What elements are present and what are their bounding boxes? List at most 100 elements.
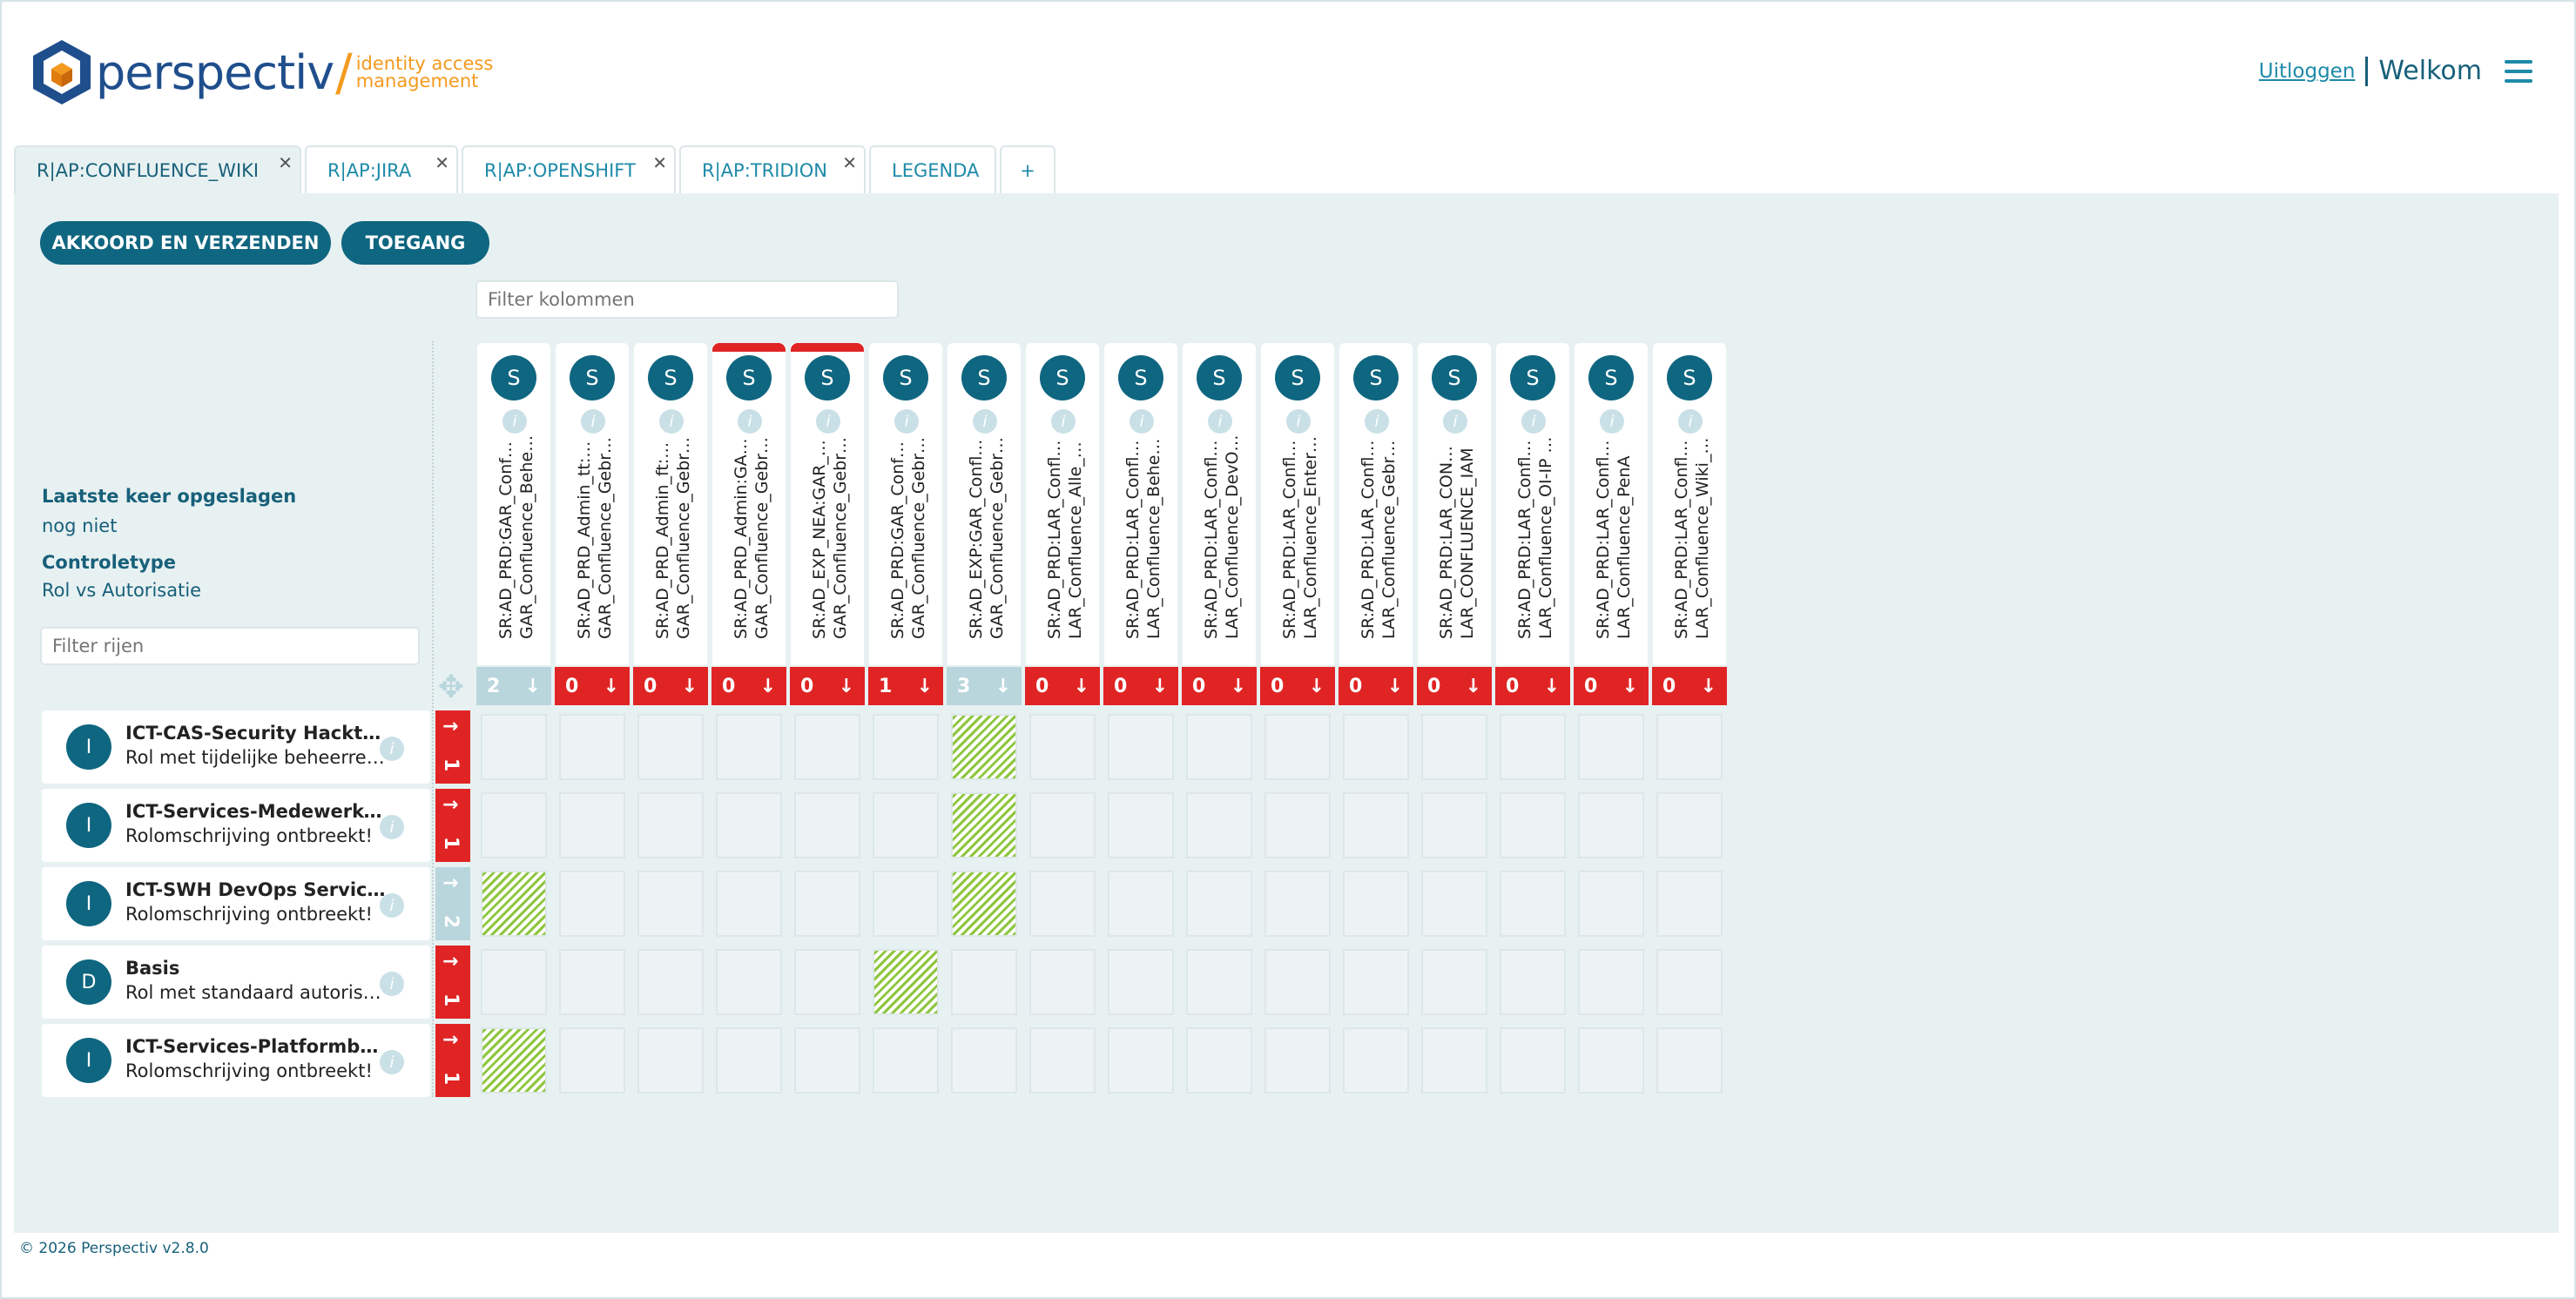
matrix-cell[interactable]	[1656, 1027, 1723, 1094]
column-count[interactable]: 0 ↓	[633, 667, 708, 705]
submit-button[interactable]: AKKOORD EN VERZENDEN	[40, 221, 331, 265]
close-icon[interactable]: ✕	[435, 152, 449, 173]
matrix-cell[interactable]	[1264, 949, 1331, 1015]
matrix-cell[interactable]	[637, 1027, 704, 1094]
column-title[interactable]: SR:AD_PRD:LAR_Confl… LAR_Confluence_OI-IP…	[1496, 436, 1569, 658]
tab-legenda[interactable]: LEGENDA	[869, 145, 996, 194]
matrix-cell[interactable]	[1578, 1027, 1644, 1094]
matrix-cell-assigned[interactable]	[481, 871, 547, 937]
matrix-cell[interactable]	[1264, 714, 1331, 780]
info-icon[interactable]: i	[816, 409, 840, 434]
matrix-cell[interactable]	[1500, 949, 1566, 1015]
column-title[interactable]: SR:AD_PRD:GAR_Conf… GAR_Confluence_Behe…	[477, 435, 550, 658]
matrix-cell[interactable]	[1186, 1027, 1252, 1094]
role-row[interactable]: I ICT-Services-Platformbeh… Rolomschrijvin…	[42, 1024, 430, 1097]
info-icon[interactable]: i	[1600, 409, 1624, 434]
info-icon[interactable]: i	[1365, 409, 1389, 434]
close-icon[interactable]: ✕	[842, 152, 857, 173]
matrix-cell[interactable]	[794, 949, 860, 1015]
info-icon[interactable]: i	[1208, 409, 1232, 434]
matrix-cell[interactable]	[1578, 792, 1644, 858]
info-icon[interactable]: i	[659, 409, 684, 434]
matrix-cell[interactable]	[1186, 714, 1252, 780]
row-count[interactable]: → 1	[435, 1024, 470, 1097]
column-count[interactable]: 0 ↓	[555, 667, 630, 705]
matrix-cell[interactable]	[1029, 1027, 1096, 1094]
column-count[interactable]: 1 ↓	[868, 667, 943, 705]
matrix-cell[interactable]	[1500, 792, 1566, 858]
tab-openshift[interactable]: R|AP:OPENSHIFT ✕	[462, 145, 676, 194]
matrix-cell[interactable]	[1029, 871, 1096, 937]
matrix-cell[interactable]	[1656, 792, 1723, 858]
matrix-cell[interactable]	[1421, 1027, 1487, 1094]
matrix-cell[interactable]	[637, 871, 704, 937]
column-count[interactable]: 0 ↓	[1339, 667, 1413, 705]
matrix-cell[interactable]	[1421, 871, 1487, 937]
matrix-cell-assigned[interactable]	[873, 949, 939, 1015]
matrix-cell[interactable]	[1108, 1027, 1174, 1094]
info-icon[interactable]: i	[738, 409, 762, 434]
column-title[interactable]: SR:AD_PRD:LAR_Confl… LAR_Confluence_Wiki_…	[1653, 438, 1726, 658]
matrix-cell[interactable]	[559, 792, 625, 858]
matrix-cell[interactable]	[1108, 792, 1174, 858]
column-count[interactable]: 3 ↓	[947, 667, 1022, 705]
matrix-cell[interactable]	[1029, 949, 1096, 1015]
matrix-cell[interactable]	[1029, 714, 1096, 780]
matrix-cell[interactable]	[1186, 949, 1252, 1015]
matrix-cell[interactable]	[1421, 792, 1487, 858]
matrix-cell[interactable]	[716, 871, 782, 937]
column-count[interactable]: 0 ↓	[1495, 667, 1570, 705]
column-title[interactable]: SR:AD_EXP:GAR_Confl… GAR_Confluence_Gebr…	[947, 437, 1021, 658]
matrix-cell[interactable]	[1500, 871, 1566, 937]
matrix-cell[interactable]	[1656, 949, 1723, 1015]
column-title[interactable]: SR:AD_PRD:LAR_Confl… LAR_Confluence_Enter…	[1261, 436, 1334, 658]
close-icon[interactable]: ✕	[652, 152, 667, 173]
matrix-cell[interactable]	[716, 1027, 782, 1094]
column-title[interactable]: SR:AD_EXP_NEA:GAR_… GAR_Confluence_Gebr…	[791, 437, 864, 658]
column-count[interactable]: 0 ↓	[1417, 667, 1492, 705]
matrix-cell[interactable]	[873, 871, 939, 937]
matrix-cell[interactable]	[716, 714, 782, 780]
tab-jira[interactable]: R|AP:JIRA ✕	[305, 145, 458, 194]
info-icon[interactable]: i	[1051, 409, 1076, 434]
column-title[interactable]: SR:AD_PRD_Admin:GA… GAR_Confluence_Gebr…	[712, 437, 786, 658]
matrix-cell[interactable]	[1264, 871, 1331, 937]
column-title[interactable]: SR:AD_PRD:LAR_Confl… LAR_Confluence_DevO…	[1183, 434, 1256, 658]
matrix-cell[interactable]	[951, 949, 1017, 1015]
row-count[interactable]: → 1	[435, 946, 470, 1019]
matrix-cell[interactable]	[1108, 714, 1174, 780]
column-title[interactable]: SR:AD_PRD_Admin_ft:… GAR_Confluence_Gebr…	[634, 437, 707, 658]
matrix-cell[interactable]	[637, 714, 704, 780]
matrix-cell[interactable]	[1421, 714, 1487, 780]
matrix-cell[interactable]	[1343, 871, 1409, 937]
info-icon[interactable]: i	[380, 815, 404, 839]
matrix-cell[interactable]	[1500, 714, 1566, 780]
matrix-cell[interactable]	[716, 792, 782, 858]
matrix-cell[interactable]	[637, 949, 704, 1015]
info-icon[interactable]: i	[973, 409, 997, 434]
column-title[interactable]: SR:AD_PRD:LAR_Confl… LAR_Confluence_PenA	[1575, 440, 1648, 658]
matrix-cell[interactable]	[1578, 949, 1644, 1015]
menu-icon[interactable]	[2505, 59, 2532, 83]
matrix-cell[interactable]	[1421, 949, 1487, 1015]
matrix-cell[interactable]	[1108, 949, 1174, 1015]
column-title[interactable]: SR:AD_PRD:GAR_Conf… GAR_Confluence_Gebr…	[869, 437, 942, 658]
role-row[interactable]: I ICT-CAS-Security Hacktes… Rol met tijdel…	[42, 710, 430, 784]
column-count[interactable]: 2 ↓	[476, 667, 551, 705]
matrix-cell[interactable]	[794, 871, 860, 937]
matrix-cell-assigned[interactable]	[951, 714, 1017, 780]
column-title[interactable]: SR:AD_PRD:LAR_Confl… LAR_Confluence_Alle_…	[1026, 440, 1099, 658]
row-count[interactable]: → 1	[435, 789, 470, 862]
tab-tridion[interactable]: R|AP:TRIDION ✕	[679, 145, 866, 194]
matrix-cell[interactable]	[559, 871, 625, 937]
matrix-cell[interactable]	[1343, 792, 1409, 858]
matrix-cell[interactable]	[481, 714, 547, 780]
column-count[interactable]: 0 ↓	[790, 667, 865, 705]
matrix-cell[interactable]	[1656, 714, 1723, 780]
matrix-cell[interactable]	[1108, 871, 1174, 937]
logout-link[interactable]: Uitloggen	[2258, 59, 2356, 83]
column-count[interactable]: 0 ↓	[1182, 667, 1257, 705]
matrix-cell[interactable]	[794, 714, 860, 780]
row-count[interactable]: → 1	[435, 710, 470, 784]
column-count[interactable]: 0 ↓	[1025, 667, 1100, 705]
